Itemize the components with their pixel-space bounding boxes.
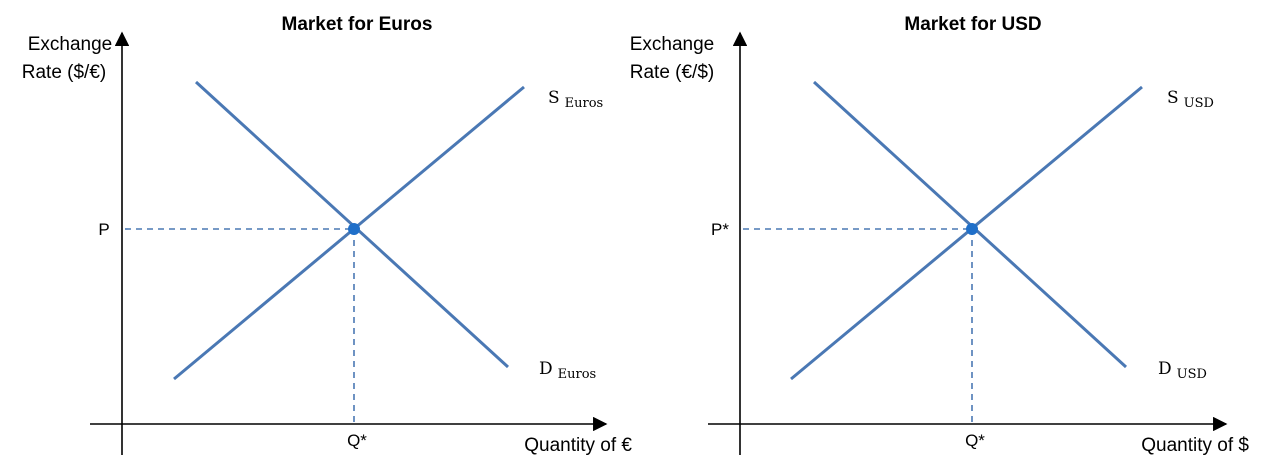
supply-curve (790, 85, 1143, 381)
panel-euros: Market for Euros Exchange Rate ($/€) P Q… (22, 14, 633, 456)
supply-label-subscript: USD (1184, 96, 1214, 111)
demand-curve-label: D USD (1158, 359, 1207, 382)
equilibrium-point (348, 223, 360, 235)
demand-label-letter: D (1158, 359, 1172, 379)
demand-curve-label: D Euros (539, 359, 596, 382)
y-axis-label-line2: Rate ($/€) (22, 62, 106, 83)
supply-label-letter: S (548, 88, 560, 108)
price-label: P (98, 220, 109, 239)
supply-label-subscript: Euros (565, 96, 604, 111)
y-axis-label-line2: Rate (€/$) (630, 62, 714, 83)
supply-curve-label: S USD (1167, 88, 1214, 111)
quantity-label: Q* (347, 431, 367, 450)
panel-usd: Market for USD Exchange Rate (€/$) P* Q*… (630, 14, 1250, 456)
price-label: P* (711, 220, 729, 239)
supply-curve-label: S Euros (548, 88, 603, 111)
panel-title: Market for Euros (282, 14, 433, 35)
y-axis-label-line1: Exchange (28, 34, 113, 55)
equilibrium-point (966, 223, 978, 235)
y-axis-label-line1: Exchange (630, 34, 715, 55)
supply-label-letter: S (1167, 88, 1179, 108)
panel-title: Market for USD (904, 14, 1041, 35)
x-axis-label: Quantity of $ (1141, 435, 1249, 456)
demand-label-letter: D (539, 359, 553, 379)
demand-label-subscript: Euros (558, 367, 597, 382)
supply-curve (173, 85, 525, 381)
x-axis-label: Quantity of € (524, 435, 632, 456)
demand-label-subscript: USD (1177, 367, 1207, 382)
quantity-label: Q* (965, 431, 985, 450)
